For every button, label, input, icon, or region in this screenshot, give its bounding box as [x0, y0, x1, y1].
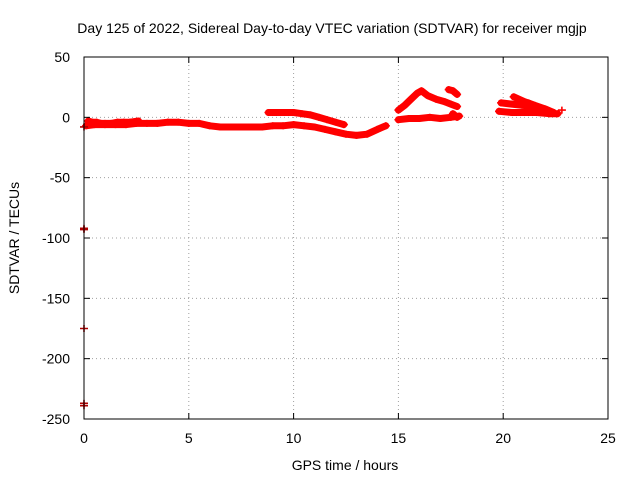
data-point	[323, 116, 332, 124]
data-point	[520, 109, 529, 117]
data-point	[417, 87, 426, 95]
data-point	[495, 107, 504, 115]
data-point	[289, 121, 298, 129]
y-tick-label: -150	[42, 290, 70, 306]
axis-ticks: 0 5 10 15 20 25 -250 -200 -150 -100 -50 0 50	[42, 49, 616, 446]
x-tick-label: 5	[185, 430, 193, 446]
data-point	[453, 113, 462, 121]
data-point	[279, 122, 288, 130]
data-point	[163, 118, 172, 126]
data-point	[440, 98, 449, 106]
data-point	[237, 123, 246, 131]
chart-title: Day 125 of 2022, Sidereal Day-to-day VTE…	[77, 20, 587, 36]
x-tick-label: 25	[600, 430, 616, 446]
data-point	[497, 99, 506, 107]
data-point	[524, 99, 533, 107]
data-point	[331, 118, 340, 126]
data-point	[339, 121, 348, 129]
data-point	[205, 122, 214, 130]
data-point	[126, 118, 135, 126]
data-point	[404, 115, 413, 123]
data-point	[247, 123, 256, 131]
data-point	[84, 117, 93, 125]
data-point	[314, 113, 323, 121]
data-point	[258, 123, 267, 131]
data-point	[174, 118, 183, 126]
data-point	[444, 86, 453, 94]
data-point	[142, 119, 151, 127]
x-tick-label: 0	[80, 430, 88, 446]
sdtvar-trace	[524, 99, 557, 116]
y-tick-label: -50	[50, 170, 70, 186]
data-point	[400, 101, 409, 109]
x-axis-label: GPS time / hours	[292, 457, 399, 473]
y-tick-label: -100	[42, 230, 70, 246]
data-point	[381, 122, 390, 130]
data-point	[453, 90, 462, 98]
data-point	[448, 110, 457, 118]
data-point	[362, 130, 371, 138]
y-tick-label: -250	[42, 411, 70, 427]
data-point	[226, 123, 235, 131]
y-tick-label: 50	[54, 49, 70, 65]
data-point	[195, 119, 204, 127]
data-point	[310, 123, 319, 131]
data-point	[509, 93, 518, 101]
data-point	[507, 109, 516, 117]
y-tick-label: -200	[42, 351, 70, 367]
data-point	[541, 106, 550, 114]
data-point	[394, 116, 403, 124]
data-point	[289, 109, 298, 117]
data-point	[413, 89, 422, 97]
data-point	[342, 130, 350, 138]
data-point	[268, 122, 277, 130]
y-tick-label: 0	[62, 109, 70, 125]
data-point	[394, 106, 403, 114]
x-tick-label: 10	[286, 430, 302, 446]
data-point	[532, 102, 541, 110]
data-point	[184, 119, 193, 127]
data-point	[107, 119, 116, 127]
data-points	[80, 86, 566, 410]
data-point	[453, 102, 462, 110]
data-point	[423, 92, 432, 100]
data-point	[373, 125, 382, 133]
x-tick-label: 20	[495, 430, 511, 446]
data-point	[153, 119, 162, 127]
sdtvar-trace	[394, 87, 461, 114]
data-point	[352, 131, 361, 139]
data-point	[134, 117, 143, 125]
data-point	[446, 100, 455, 108]
sdtvar-trace	[264, 109, 348, 129]
data-point	[264, 109, 273, 117]
data-point	[549, 109, 558, 117]
x-tick-label: 15	[391, 430, 407, 446]
y-axis-label: SDTVAR / TECUs	[6, 182, 22, 294]
data-point	[92, 118, 101, 126]
data-point	[321, 125, 330, 133]
data-point	[415, 115, 424, 123]
grid-lines	[84, 57, 608, 419]
data-point	[448, 87, 457, 95]
data-point	[507, 100, 516, 108]
data-point	[272, 109, 281, 117]
data-point	[216, 123, 225, 131]
data-point	[425, 113, 434, 121]
data-point	[436, 115, 445, 123]
data-point	[297, 110, 306, 118]
data-point	[281, 109, 290, 117]
data-point	[300, 122, 309, 130]
data-point	[306, 111, 315, 119]
data-point	[432, 95, 441, 103]
data-point	[406, 95, 415, 103]
data-point	[331, 128, 340, 136]
data-point	[557, 106, 566, 114]
